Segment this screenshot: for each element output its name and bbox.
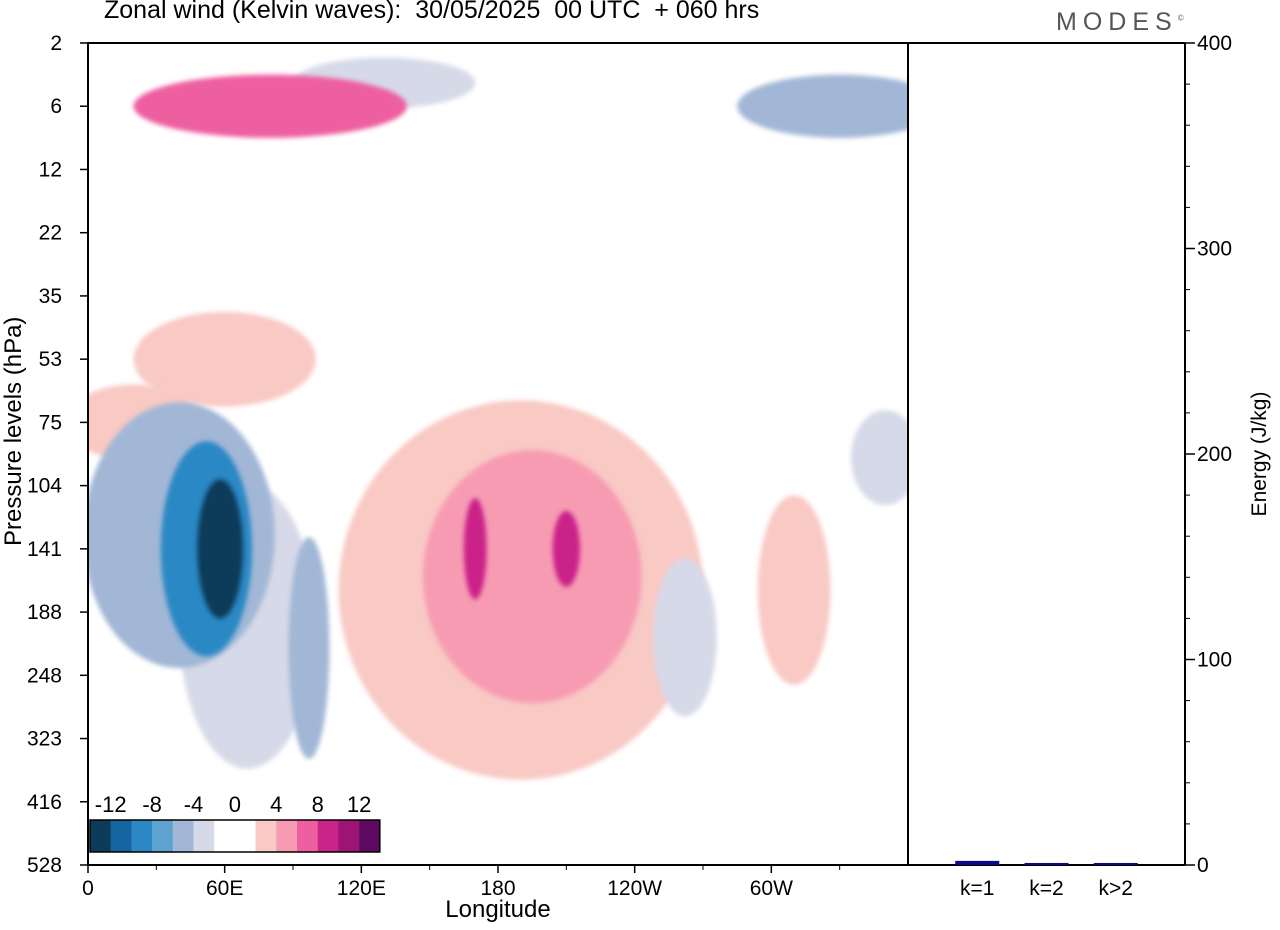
wind-contour-16: [552, 510, 580, 587]
energy-bars: k=1 k=2 k>2: [955, 860, 1138, 900]
y-tick-label-6: 6: [50, 95, 62, 118]
colorbar-swatch-9: [255, 820, 277, 852]
x-tick-label-60W: 60W: [750, 877, 793, 900]
colorbar-legend: -12 -8 -4 0 4 8 12: [89, 792, 381, 853]
y-tick-label-75: 75: [39, 411, 62, 434]
colorbar-label-12: 12: [347, 792, 371, 817]
colorbar-label-4: 4: [270, 792, 282, 817]
y-tick-label-35: 35: [39, 285, 62, 308]
colorbar-swatch-7: [214, 820, 236, 852]
colorbar-label--8: -8: [142, 792, 162, 817]
colorbar-swatch-4: [152, 820, 174, 852]
energy-tick-label-0: 0: [1197, 854, 1209, 877]
wind-contour-15: [463, 498, 487, 600]
y-tick-label-53: 53: [39, 348, 62, 371]
colorbar-swatch-10: [276, 820, 298, 852]
y-tick-label-22: 22: [39, 222, 62, 245]
brand-mark: ©: [1177, 13, 1184, 23]
energy-bar-label-3: k>2: [1099, 877, 1133, 900]
energy-tick-label-400: 400: [1197, 32, 1232, 55]
x-tick-label-120E: 120E: [337, 877, 386, 900]
wind-contour-3: [757, 495, 831, 685]
colorbar-label-8: 8: [312, 792, 324, 817]
colorbar-label--12: -12: [95, 792, 127, 817]
y-tick-label-416: 416: [27, 791, 62, 814]
y-tick-label-12: 12: [39, 158, 62, 181]
colorbar-swatch-5: [172, 820, 194, 852]
energy-bar-1: [955, 860, 1000, 865]
colorbar-label-backdrop: [90, 792, 380, 820]
colorbar-swatch-14: [359, 820, 381, 852]
energy-bar-label-2: k=2: [1029, 877, 1063, 900]
energy-bar-label-1: k=1: [960, 877, 994, 900]
colorbar-label--4: -4: [184, 792, 204, 817]
wind-contour-8: [652, 558, 717, 717]
brand-name: MODES: [1056, 8, 1178, 36]
wind-contour-7: [422, 450, 642, 704]
colorbar-swatch-3: [131, 820, 153, 852]
x-tick-label-120W: 120W: [607, 877, 662, 900]
y-tick-label-2: 2: [50, 32, 62, 55]
colorbar-label-0: 0: [229, 792, 241, 817]
x-tick-label-0: 0: [82, 877, 94, 900]
energy-tick-label-200: 200: [1197, 443, 1232, 466]
wind-field: [88, 57, 908, 865]
y-tick-label-141: 141: [27, 538, 62, 561]
y-tick-label-248: 248: [27, 664, 62, 687]
colorbar-frame: [89, 819, 381, 853]
wind-contour-13: [133, 74, 407, 138]
x-tick-label-60E: 60E: [206, 877, 243, 900]
wind-contour-10: [851, 410, 908, 505]
x-tick-label-180: 180: [480, 877, 515, 900]
wind-contour-12: [288, 537, 330, 759]
energy-bar-2: [1024, 862, 1069, 865]
y-tick-label-528: 528: [27, 854, 62, 877]
wind-contour-14: [737, 74, 908, 138]
wind-contour-4: [133, 311, 316, 407]
colorbar-swatch-1: [90, 820, 111, 852]
y-tick-label-104: 104: [27, 475, 62, 498]
y-tick-label-323: 323: [27, 728, 62, 751]
x-axis-label-longitude: Longitude: [445, 896, 551, 923]
colorbar-swatch-11: [297, 820, 318, 852]
colorbar-swatch-8: [234, 820, 256, 852]
colorbar-swatch-6: [193, 820, 215, 852]
energy-tick-label-300: 300: [1197, 238, 1232, 261]
colorbar-swatch-12: [317, 820, 339, 852]
energy-tick-label-100: 100: [1197, 649, 1232, 672]
colorbar-swatch-2: [110, 820, 132, 852]
chart-title: Zonal wind (Kelvin waves): 30/05/2025 00…: [104, 0, 760, 24]
colorbar-swatch-13: [338, 820, 360, 852]
wind-contour-18: [197, 479, 243, 619]
y-tick-label-188: 188: [27, 601, 62, 624]
energy-bar-3: [1093, 862, 1138, 865]
brand-logo: MODES©: [1056, 8, 1184, 37]
